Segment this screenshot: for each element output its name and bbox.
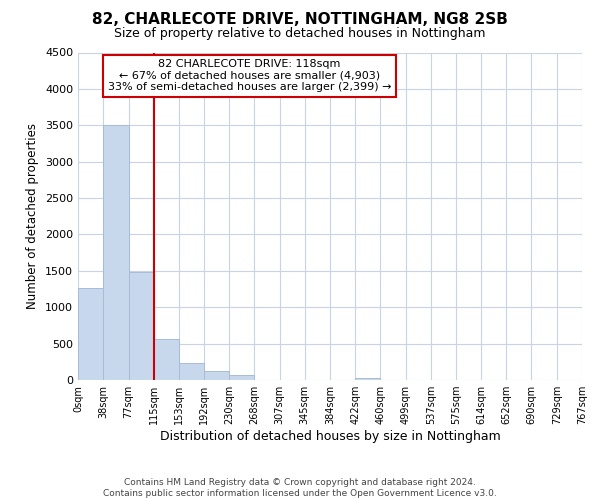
Bar bbox=[179, 362, 204, 380]
Bar bbox=[229, 375, 254, 380]
Bar bbox=[355, 378, 380, 380]
X-axis label: Distribution of detached houses by size in Nottingham: Distribution of detached houses by size … bbox=[160, 430, 500, 443]
Bar bbox=[103, 126, 128, 380]
Text: Size of property relative to detached houses in Nottingham: Size of property relative to detached ho… bbox=[114, 28, 486, 40]
Bar bbox=[154, 338, 179, 380]
Y-axis label: Number of detached properties: Number of detached properties bbox=[26, 123, 40, 309]
Bar bbox=[78, 288, 103, 380]
Bar bbox=[128, 272, 154, 380]
Text: 82 CHARLECOTE DRIVE: 118sqm
← 67% of detached houses are smaller (4,903)
33% of : 82 CHARLECOTE DRIVE: 118sqm ← 67% of det… bbox=[107, 59, 391, 92]
Text: Contains HM Land Registry data © Crown copyright and database right 2024.
Contai: Contains HM Land Registry data © Crown c… bbox=[103, 478, 497, 498]
Bar bbox=[204, 370, 229, 380]
Text: 82, CHARLECOTE DRIVE, NOTTINGHAM, NG8 2SB: 82, CHARLECOTE DRIVE, NOTTINGHAM, NG8 2S… bbox=[92, 12, 508, 28]
